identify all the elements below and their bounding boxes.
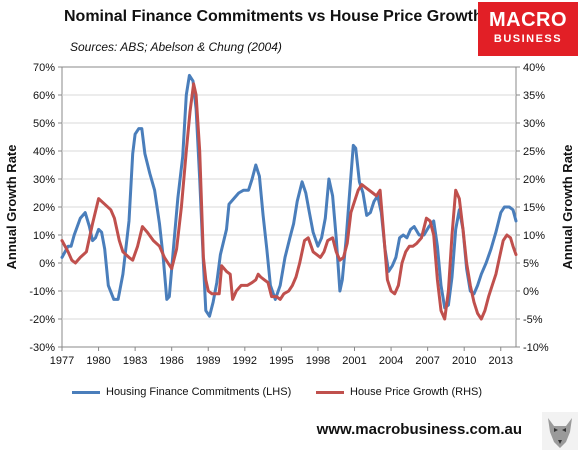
- legend-swatch-blue: [72, 390, 100, 394]
- x-tick-label: 2013: [489, 355, 513, 367]
- x-tick-label: 2004: [379, 355, 403, 367]
- x-tick-label: 1980: [86, 355, 110, 367]
- y-axis-title-right: Annual Growth Rate: [560, 145, 575, 270]
- y-tick-label-right: -10%: [523, 342, 549, 354]
- y-tick-label-right: 20%: [523, 174, 545, 186]
- y-tick-label-left: 40%: [33, 146, 55, 158]
- chart-subtitle: Sources: ABS; Abelson & Chung (2004): [70, 40, 282, 54]
- logo-line-2: BUSINESS: [493, 33, 563, 45]
- y-tick-label-left: -30%: [29, 342, 55, 354]
- chart-legend: Housing Finance Commitments (LHS) House …: [0, 386, 584, 406]
- legend-item-house-price: House Price Growth (RHS): [316, 386, 482, 398]
- legend-item-housing-finance: Housing Finance Commitments (LHS): [72, 386, 291, 398]
- x-tick-label: 1992: [233, 355, 257, 367]
- y-tick-label-left: -10%: [29, 286, 55, 298]
- x-tick-label: 2007: [415, 355, 439, 367]
- chart-title: Nominal Finance Commitments vs House Pri…: [64, 8, 483, 25]
- website-url: www.macrobusiness.com.au: [316, 421, 522, 438]
- legend-label-house-price: House Price Growth (RHS): [350, 386, 483, 398]
- y-tick-label-right: 5%: [523, 258, 539, 270]
- y-tick-label-right: 10%: [523, 230, 545, 242]
- y-tick-label-right: 40%: [523, 62, 545, 74]
- y-tick-label-left: 20%: [33, 202, 55, 214]
- logo-line-1: MACRO: [488, 9, 568, 31]
- y-tick-label-left: 50%: [33, 118, 55, 130]
- y-axis-title-left: Annual Growth Rate: [4, 145, 19, 270]
- series-line-house-price: [60, 82, 518, 321]
- y-tick-label-left: 30%: [33, 174, 55, 186]
- x-tick-label: 2001: [342, 355, 366, 367]
- series-line-housing-finance: [60, 73, 518, 318]
- x-tick-label: 2010: [452, 355, 476, 367]
- x-tick-label: 1995: [269, 355, 293, 367]
- y-tick-label-left: 10%: [33, 230, 55, 242]
- y-tick-label-right: 15%: [523, 202, 545, 214]
- macrobusiness-logo: MACRO BUSINESS: [478, 2, 578, 56]
- x-tick-label: 1986: [159, 355, 183, 367]
- y-tick-label-right: -5%: [523, 314, 543, 326]
- y-tick-label-right: 0%: [523, 286, 539, 298]
- legend-label-housing-finance: Housing Finance Commitments (LHS): [106, 386, 292, 398]
- y-tick-label-right: 35%: [523, 90, 545, 102]
- y-tick-label-left: 70%: [33, 62, 55, 74]
- x-tick-label: 1977: [50, 355, 74, 367]
- x-tick-label: 1989: [196, 355, 220, 367]
- y-tick-label-left: 0%: [39, 258, 55, 270]
- x-tick-label: 1998: [306, 355, 330, 367]
- y-tick-label-right: 30%: [523, 118, 545, 130]
- wolf-logo-icon: [542, 412, 578, 450]
- x-tick-label: 1983: [123, 355, 147, 367]
- y-tick-label-left: 60%: [33, 90, 55, 102]
- y-tick-label-left: -20%: [29, 314, 55, 326]
- legend-swatch-red: [316, 390, 344, 394]
- y-tick-label-right: 25%: [523, 146, 545, 158]
